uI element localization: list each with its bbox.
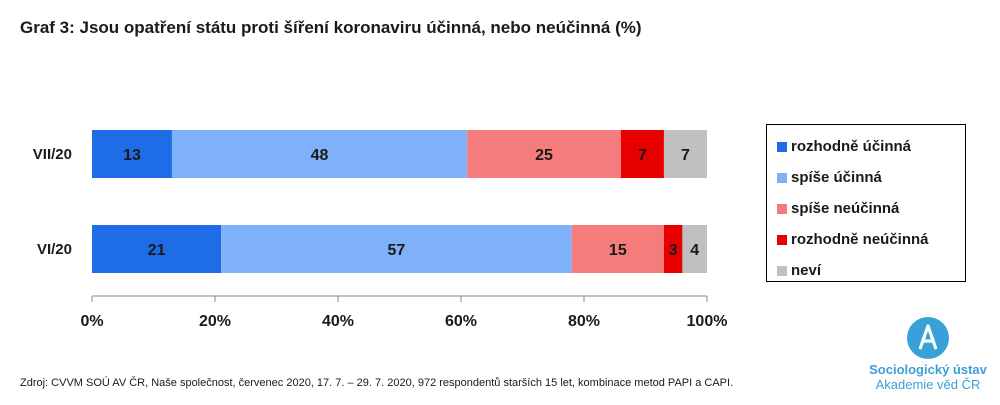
data-label: 15	[609, 242, 627, 259]
bar-segment	[221, 225, 572, 273]
legend-item: rozhodně neúčinná	[777, 224, 965, 255]
logo-line-1: Sociologický ústav	[869, 362, 987, 377]
x-tick-label: 100%	[687, 313, 728, 330]
legend-item: rozhodně účinná	[777, 131, 965, 162]
data-label: 7	[681, 147, 690, 164]
legend-swatch	[777, 234, 787, 245]
legend-label: rozhodně neúčinná	[791, 231, 929, 248]
chart-title: Graf 3: Jsou opatření státu proti šíření…	[20, 18, 642, 37]
bar-segment	[620, 130, 664, 178]
data-label: 4	[690, 242, 699, 259]
x-tick-label: 80%	[568, 313, 600, 330]
chart-legend: rozhodně účinná spíše účinná spíše neúčinn…	[766, 124, 966, 282]
legend-swatch	[777, 141, 787, 152]
source-note: Zdroj: CVVM SOÚ AV ČR, Naše společnost, …	[20, 377, 734, 389]
legend-item: neví	[777, 255, 965, 286]
bar-segment	[171, 130, 468, 178]
bar-segment	[467, 130, 621, 178]
category-label: VI/20	[37, 241, 72, 258]
legend-swatch	[777, 265, 787, 276]
bar-segment	[571, 225, 664, 273]
legend-item: spíše neúčinná	[777, 193, 965, 224]
bar-segment	[92, 130, 172, 178]
x-tick-label: 20%	[199, 313, 231, 330]
stacked-bar-chart: VII/20 13 48 25 7 7 VI/20 21 57 15 3 4 0% 20% 40% 60% 8…	[33, 130, 728, 330]
data-label: 13	[123, 147, 141, 164]
logo-line-2: Akademie věd ČR	[875, 377, 981, 392]
category-label: VII/20	[33, 146, 72, 163]
data-label: 25	[535, 147, 553, 164]
bar-segment	[663, 225, 683, 273]
legend-label: rozhodně účinná	[791, 138, 911, 155]
data-label: 3	[669, 242, 678, 259]
legend-item: spíše účinná	[777, 162, 965, 193]
x-tick-label: 60%	[445, 313, 477, 330]
x-tick-label: 0%	[80, 313, 103, 330]
institute-logo: Sociologický ústav Akademie věd ČR	[858, 316, 998, 396]
legend-swatch	[777, 172, 787, 183]
data-label: 57	[388, 242, 406, 259]
bar-segment	[92, 225, 222, 273]
data-label: 7	[638, 147, 647, 164]
x-tick-label: 40%	[322, 313, 354, 330]
legend-label: neví	[791, 262, 822, 279]
legend-swatch	[777, 203, 787, 214]
legend-label: spíše neúčinná	[791, 200, 900, 217]
data-label: 48	[311, 147, 329, 164]
bar-segment	[663, 130, 707, 178]
logo-a-icon	[907, 317, 949, 359]
bar-segment	[682, 225, 707, 273]
data-label: 21	[148, 242, 166, 259]
legend-label: spíše účinná	[791, 169, 882, 186]
